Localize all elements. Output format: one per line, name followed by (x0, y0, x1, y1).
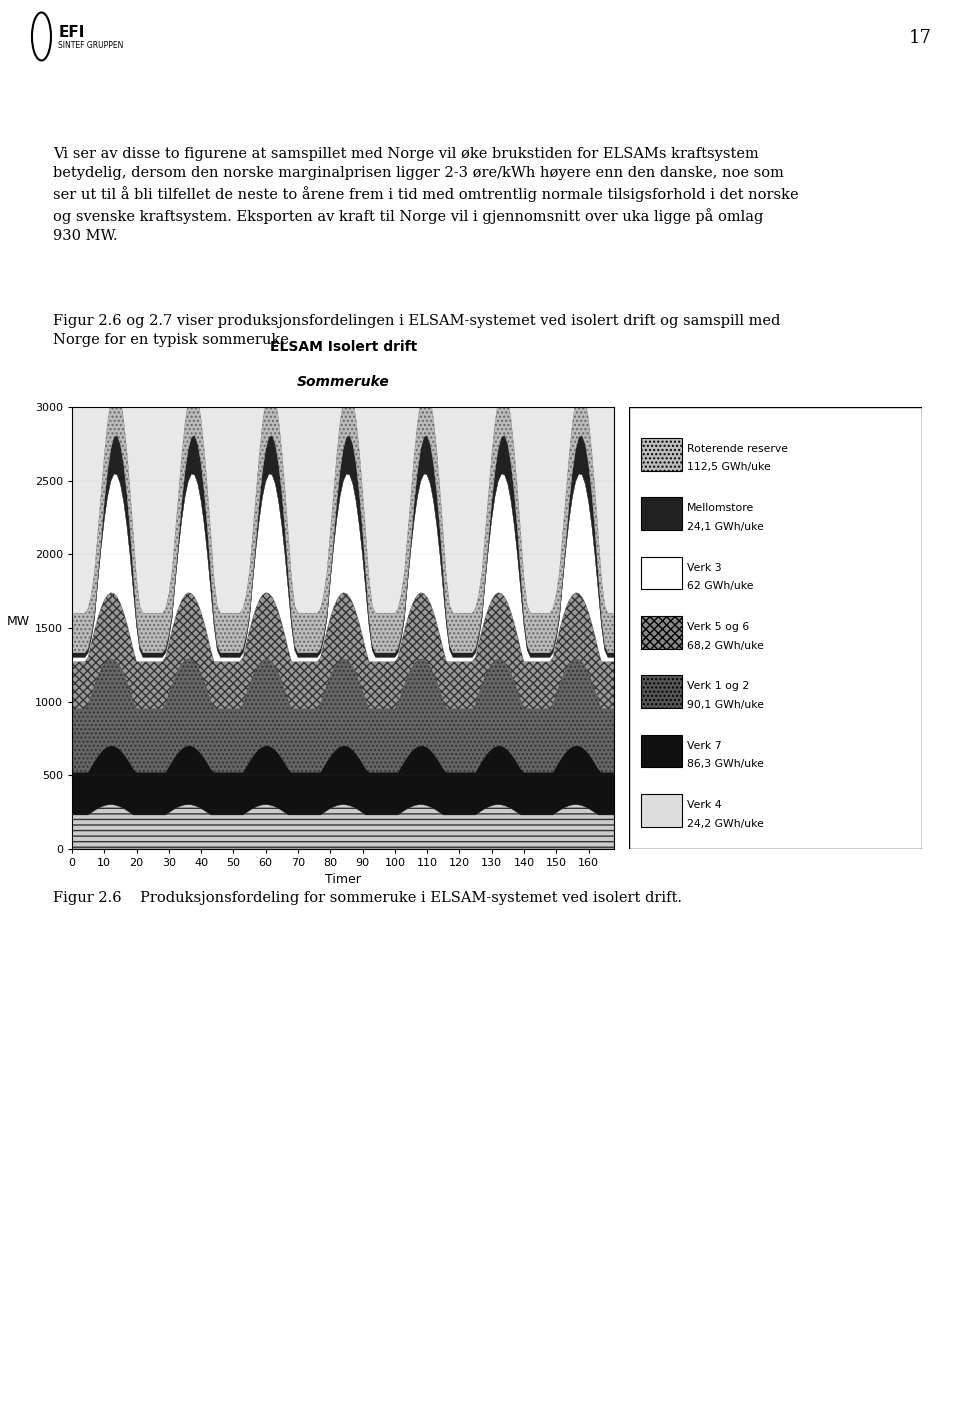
Text: 62 GWh/uke: 62 GWh/uke (687, 581, 754, 591)
Bar (640, 557, 682, 589)
Text: Figur 2.6 og 2.7 viser produksjonsfordelingen i ELSAM-systemet ved isolert drift: Figur 2.6 og 2.7 viser produksjonsfordel… (53, 314, 780, 347)
Bar (640, 616, 682, 648)
Y-axis label: MW: MW (7, 615, 30, 627)
Text: 17: 17 (908, 29, 931, 48)
Bar (640, 438, 682, 470)
Text: Verk 4: Verk 4 (687, 800, 722, 810)
Text: 86,3 GWh/uke: 86,3 GWh/uke (687, 759, 764, 769)
Bar (640, 497, 682, 530)
Bar (640, 735, 682, 767)
Text: Roterende reserve: Roterende reserve (687, 443, 788, 455)
Bar (640, 794, 682, 826)
Text: 24,1 GWh/uke: 24,1 GWh/uke (687, 522, 764, 532)
Text: ELSAM Isolert drift: ELSAM Isolert drift (270, 340, 417, 354)
X-axis label: Timer: Timer (325, 874, 361, 887)
Text: Verk 5 og 6: Verk 5 og 6 (687, 622, 750, 631)
Bar (640, 675, 682, 709)
Text: 112,5 GWh/uke: 112,5 GWh/uke (687, 463, 771, 473)
Text: 68,2 GWh/uke: 68,2 GWh/uke (687, 641, 764, 651)
Text: Mellomstore: Mellomstore (687, 504, 755, 513)
Text: 90,1 GWh/uke: 90,1 GWh/uke (687, 700, 764, 710)
Text: Vi ser av disse to figurene at samspillet med Norge vil øke brukstiden for ELSAM: Vi ser av disse to figurene at samspille… (53, 147, 799, 243)
Text: 24,2 GWh/uke: 24,2 GWh/uke (687, 818, 764, 829)
Text: SINTEF GRUPPEN: SINTEF GRUPPEN (59, 41, 124, 49)
Text: Verk 7: Verk 7 (687, 741, 722, 751)
Text: Verk 3: Verk 3 (687, 563, 722, 572)
Text: Verk 1 og 2: Verk 1 og 2 (687, 682, 750, 692)
Text: Figur 2.6    Produksjonsfordeling for sommeruke i ELSAM-systemet ved isolert dri: Figur 2.6 Produksjonsfordeling for somme… (53, 891, 682, 905)
Text: Sommeruke: Sommeruke (297, 375, 390, 389)
Text: EFI: EFI (59, 25, 84, 39)
